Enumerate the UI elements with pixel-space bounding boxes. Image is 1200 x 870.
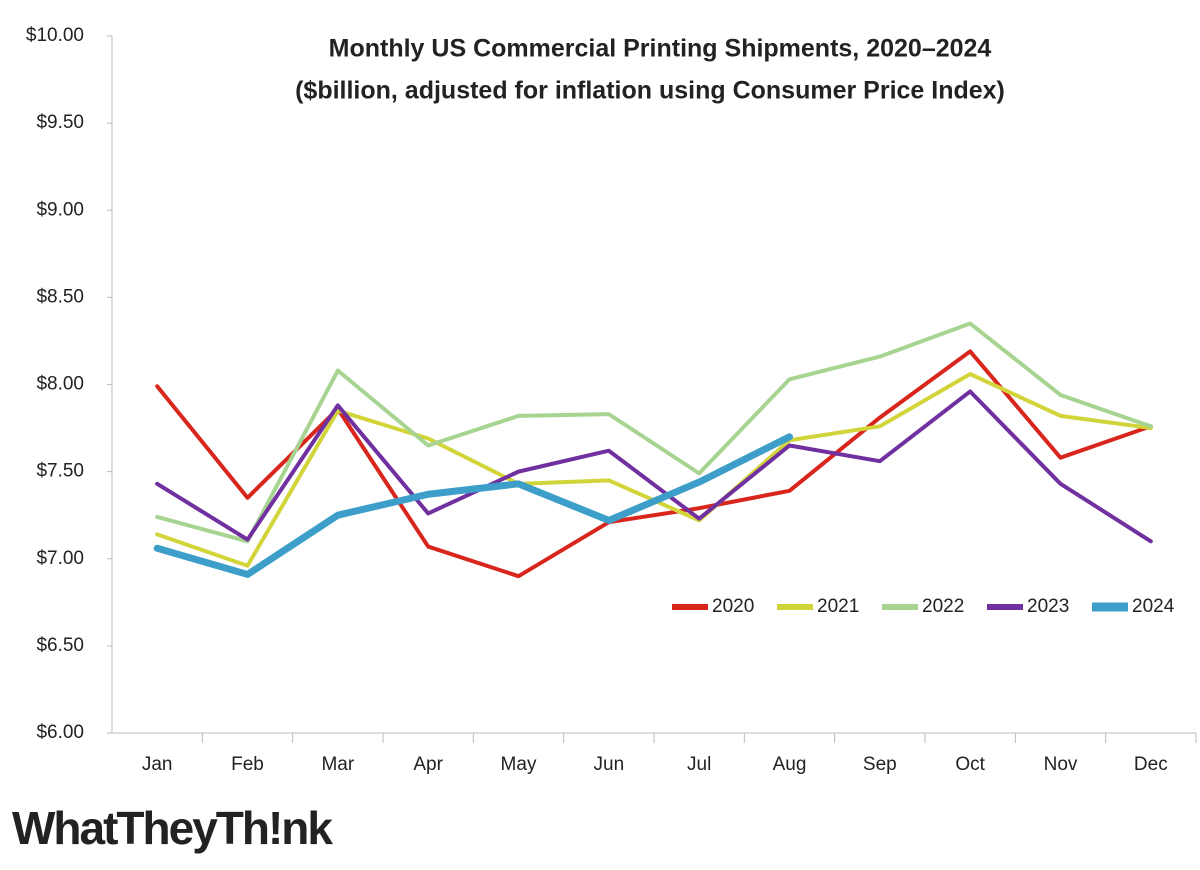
chart-title: Monthly US Commercial Printing Shipments… [329, 35, 992, 63]
line [155, 321, 1153, 544]
y-tick-label: $6.00 [36, 722, 84, 743]
legend-label: 2022 [922, 596, 964, 617]
x-tick-label: Oct [955, 754, 985, 775]
x-tick-label: Mar [321, 754, 354, 775]
y-tick-label: $6.50 [36, 635, 84, 656]
x-tick-label: Jun [594, 754, 625, 775]
x-tick-label: Aug [773, 754, 807, 775]
chart-subtitle: ($billion, adjusted for inflation using … [295, 77, 1005, 105]
x-tick-label: Nov [1044, 754, 1078, 775]
logo: WhatTheyTh!nk [12, 802, 333, 854]
y-tick-label: $8.50 [36, 286, 84, 307]
x-tick-label: Jul [687, 754, 711, 775]
x-tick-label: May [501, 754, 537, 775]
y-tick-label: $9.50 [36, 112, 84, 133]
x-tick-label: Dec [1134, 754, 1168, 775]
x-tick-label: Apr [413, 754, 443, 775]
line [153, 433, 793, 578]
y-tick-label: $10.00 [26, 25, 84, 46]
y-tick-label: $8.00 [36, 374, 84, 395]
legend-label: 2021 [817, 596, 859, 617]
legend-label: 2020 [712, 596, 754, 617]
line [155, 389, 1153, 544]
x-tick-label: Jan [142, 754, 173, 775]
x-tick-label: Sep [863, 754, 897, 775]
x-tick-label: Feb [231, 754, 264, 775]
y-tick-label: $7.50 [36, 461, 84, 482]
line [155, 349, 1153, 579]
y-tick-label: $7.00 [36, 548, 84, 569]
legend-label: 2024 [1132, 596, 1175, 617]
y-tick-label: $9.00 [36, 199, 84, 220]
legend-label: 2023 [1027, 596, 1069, 617]
